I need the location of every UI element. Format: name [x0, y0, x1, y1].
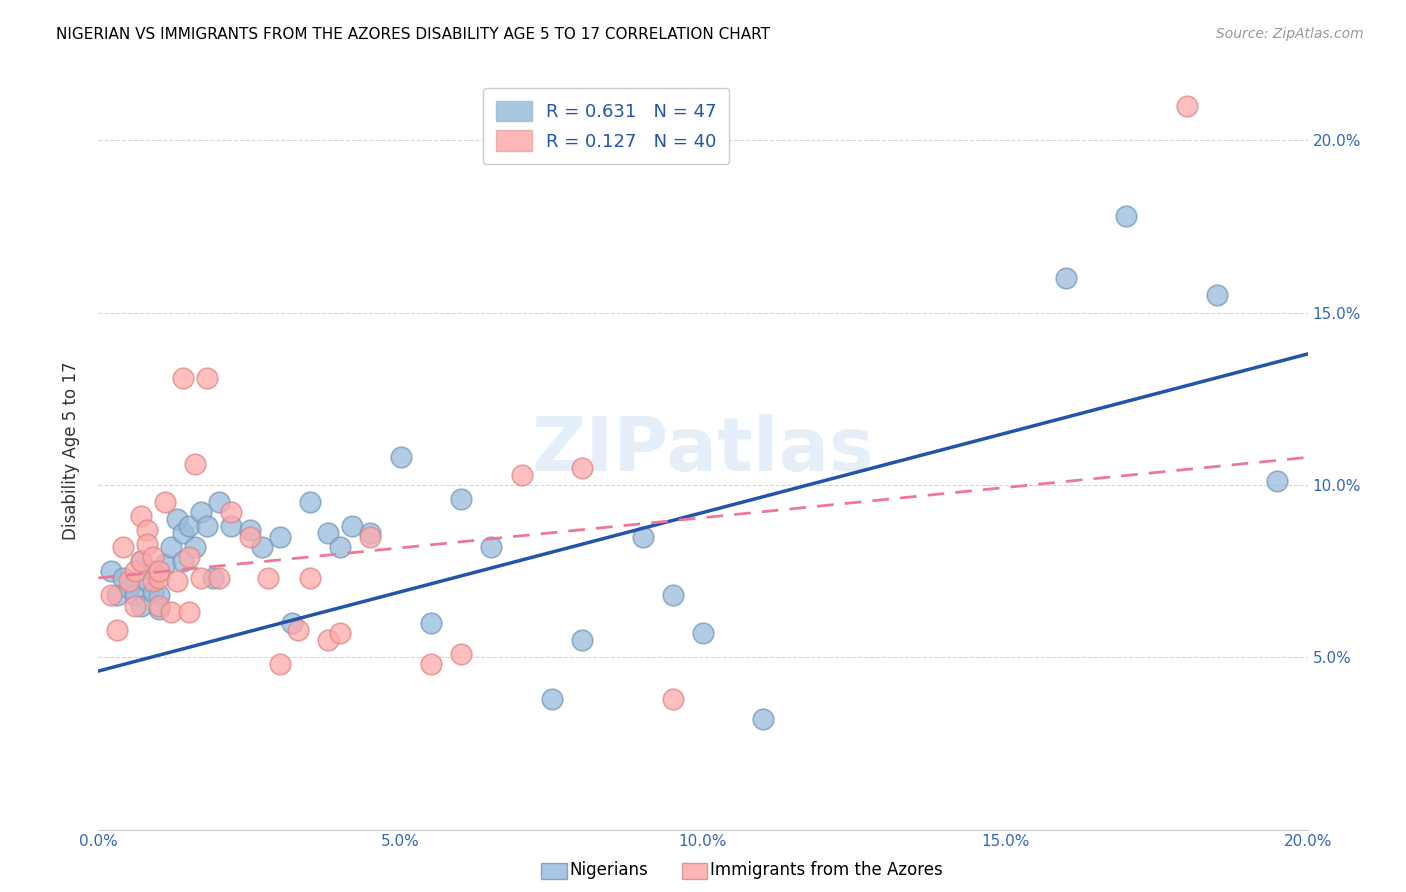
Point: [118, 582, 141, 596]
Point: [153, 495, 176, 509]
Point: [135, 523, 157, 537]
Point: [100, 564, 122, 578]
Point: [692, 626, 714, 640]
Point: [1175, 99, 1198, 113]
Point: [135, 536, 157, 550]
Point: [118, 574, 141, 589]
Point: [172, 371, 194, 385]
Point: [105, 588, 128, 602]
Point: [239, 530, 262, 544]
Point: [420, 657, 443, 672]
Point: [1054, 271, 1077, 285]
Point: [510, 467, 533, 482]
Point: [342, 519, 364, 533]
Point: [142, 564, 165, 578]
Point: [129, 508, 152, 523]
Point: [329, 540, 352, 554]
Point: [172, 526, 194, 541]
Point: [105, 623, 128, 637]
Point: [239, 523, 262, 537]
Point: [287, 623, 309, 637]
Point: [129, 554, 152, 568]
Point: [208, 495, 231, 509]
Point: [1267, 475, 1289, 489]
Point: [481, 540, 503, 554]
Y-axis label: Disability Age 5 to 17: Disability Age 5 to 17: [62, 361, 80, 540]
Point: [184, 457, 207, 471]
Point: [221, 506, 243, 520]
Point: [129, 599, 152, 613]
Point: [148, 602, 170, 616]
Point: [360, 530, 382, 544]
Point: [316, 526, 339, 541]
Point: [100, 588, 122, 602]
Point: [148, 599, 170, 613]
Point: [661, 691, 683, 706]
Point: [179, 519, 201, 533]
Text: NIGERIAN VS IMMIGRANTS FROM THE AZORES DISABILITY AGE 5 TO 17 CORRELATION CHART: NIGERIAN VS IMMIGRANTS FROM THE AZORES D…: [56, 27, 770, 42]
Point: [190, 506, 212, 520]
Point: [142, 584, 165, 599]
Point: [142, 550, 165, 565]
Point: [752, 712, 775, 726]
Point: [148, 571, 170, 585]
Point: [160, 606, 183, 620]
Point: [179, 550, 201, 565]
Text: ZIPatlas: ZIPatlas: [531, 414, 875, 487]
Point: [172, 554, 194, 568]
Point: [256, 571, 278, 585]
Point: [202, 571, 225, 585]
Point: [148, 588, 170, 602]
Point: [540, 691, 562, 706]
Text: Immigrants from the Azores: Immigrants from the Azores: [710, 861, 943, 879]
Point: [166, 512, 188, 526]
Point: [124, 588, 146, 602]
Point: [299, 571, 322, 585]
Point: [329, 626, 352, 640]
Point: [631, 530, 654, 544]
Point: [111, 540, 134, 554]
Point: [571, 633, 593, 648]
Text: Nigerians: Nigerians: [569, 861, 648, 879]
Point: [190, 571, 212, 585]
Legend: R = 0.631   N = 47, R = 0.127   N = 40: R = 0.631 N = 47, R = 0.127 N = 40: [484, 88, 730, 164]
Point: [250, 540, 273, 554]
Point: [195, 519, 218, 533]
Point: [166, 574, 188, 589]
Point: [1115, 209, 1137, 223]
Point: [221, 519, 243, 533]
Point: [142, 574, 165, 589]
Point: [1206, 288, 1229, 302]
Point: [450, 491, 472, 506]
Text: Source: ZipAtlas.com: Source: ZipAtlas.com: [1216, 27, 1364, 41]
Point: [124, 599, 146, 613]
Point: [661, 588, 683, 602]
Point: [269, 530, 291, 544]
Point: [281, 615, 304, 630]
Point: [124, 564, 146, 578]
Point: [208, 571, 231, 585]
Point: [571, 460, 593, 475]
Point: [160, 540, 183, 554]
Point: [420, 615, 443, 630]
Point: [316, 633, 339, 648]
Point: [269, 657, 291, 672]
Point: [135, 574, 157, 589]
Point: [179, 606, 201, 620]
Point: [389, 450, 412, 465]
Point: [111, 571, 134, 585]
Point: [195, 371, 218, 385]
Point: [299, 495, 322, 509]
Point: [360, 526, 382, 541]
Point: [450, 647, 472, 661]
Point: [148, 564, 170, 578]
Point: [153, 557, 176, 572]
Point: [184, 540, 207, 554]
Point: [129, 554, 152, 568]
